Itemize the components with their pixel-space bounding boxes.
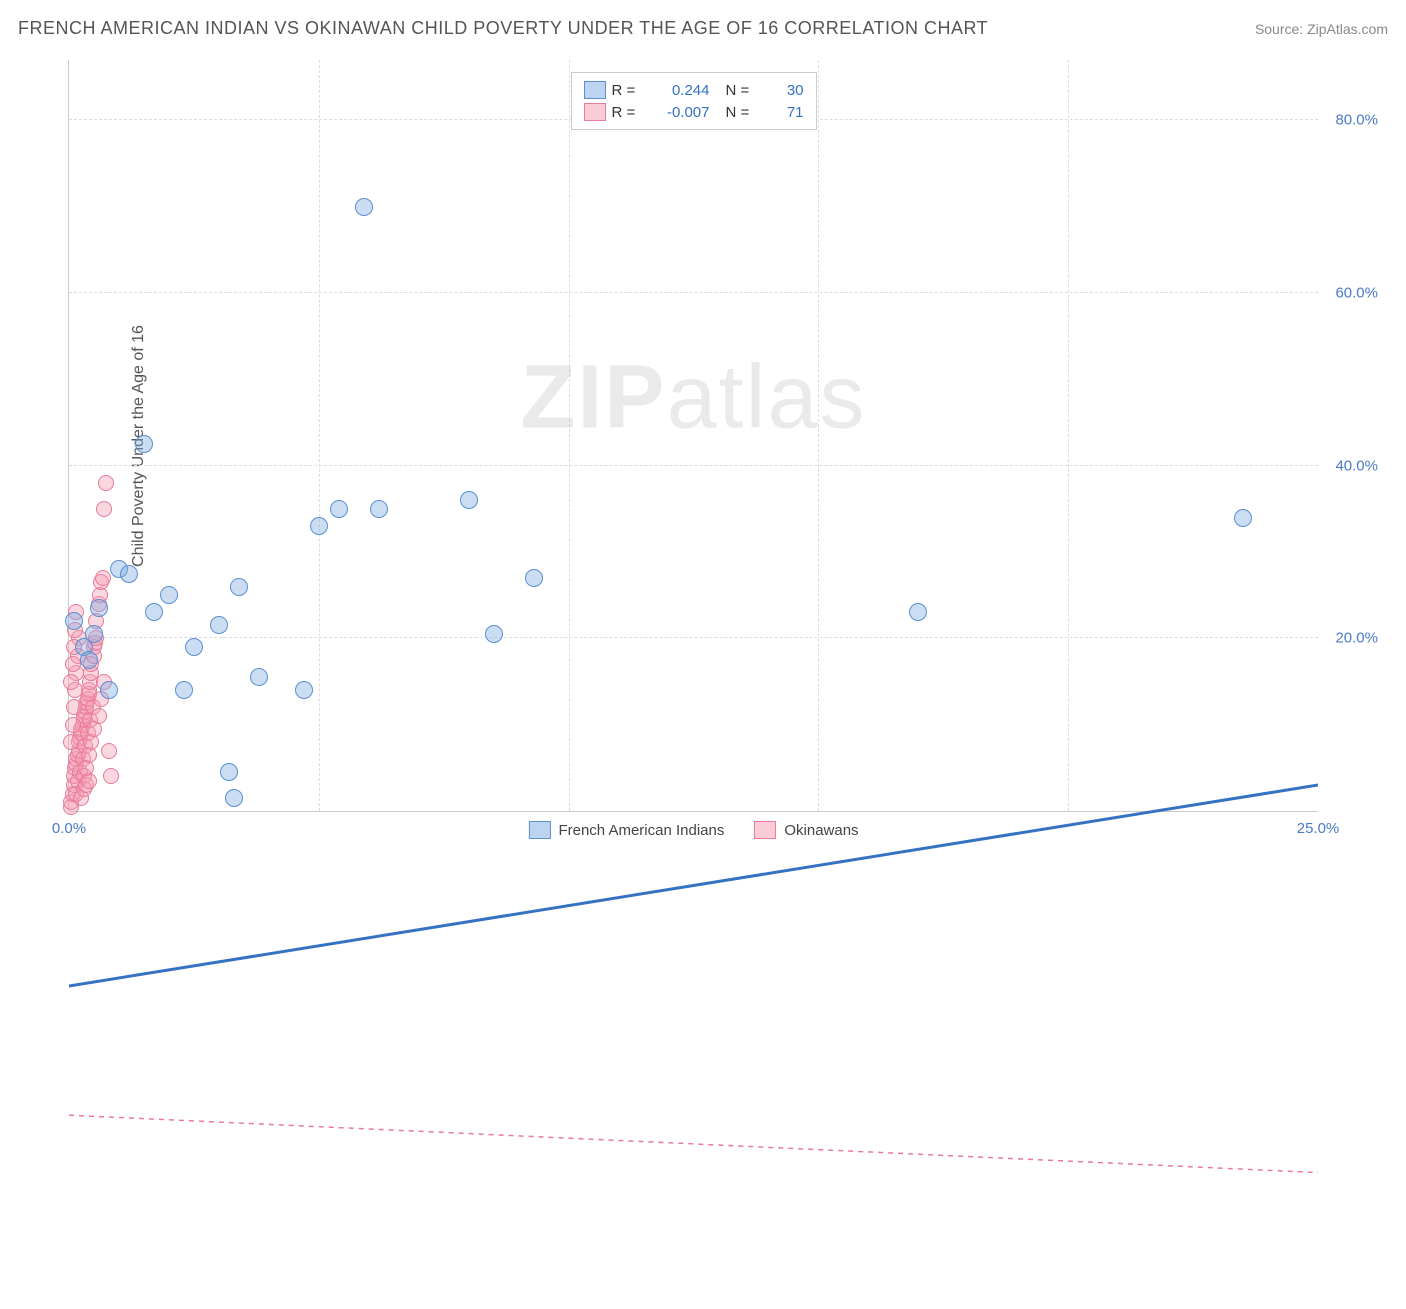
data-point-pink	[66, 699, 82, 715]
data-point-pink	[103, 768, 119, 784]
gridline-h	[69, 292, 1318, 293]
plot-area: ZIPatlas R =0.244N =30R =-0.007N =71 Fre…	[68, 60, 1318, 812]
n-label: N =	[726, 104, 758, 121]
data-point-pink	[65, 656, 81, 672]
chart-title: FRENCH AMERICAN INDIAN VS OKINAWAN CHILD…	[18, 18, 988, 39]
x-tick-label: 25.0%	[1297, 820, 1340, 837]
chart-container: Child Poverty Under the Age of 16 ZIPatl…	[50, 50, 1388, 842]
data-point-pink	[91, 708, 107, 724]
data-point-pink	[63, 674, 79, 690]
gridline-v	[569, 60, 570, 811]
legend-stat-row: R = 0.244 N = 30	[584, 79, 804, 101]
n-value: 30	[764, 82, 804, 99]
gridline-v	[319, 60, 320, 811]
data-point-blue	[295, 681, 313, 699]
data-point-blue	[160, 586, 178, 604]
data-point-pink	[98, 475, 114, 491]
y-tick-label: 40.0%	[1335, 457, 1378, 474]
legend-item: French American Indians	[528, 821, 724, 839]
data-point-blue	[220, 763, 238, 781]
data-point-blue	[225, 789, 243, 807]
legend-swatch	[754, 821, 776, 839]
legend-swatch	[528, 821, 550, 839]
legend-series: French American Indians Okinawans	[528, 821, 858, 839]
data-point-blue	[460, 491, 478, 509]
data-point-pink	[101, 743, 117, 759]
data-point-blue	[230, 578, 248, 596]
data-point-blue	[210, 616, 228, 634]
data-point-pink	[81, 773, 97, 789]
r-label: R =	[612, 104, 644, 121]
data-point-blue	[525, 569, 543, 587]
gridline-h	[69, 465, 1318, 466]
data-point-blue	[100, 681, 118, 699]
legend-label: Okinawans	[784, 822, 858, 839]
legend-stat-row: R = -0.007 N = 71	[584, 101, 804, 123]
data-point-blue	[175, 681, 193, 699]
data-point-blue	[1234, 509, 1252, 527]
data-point-blue	[330, 500, 348, 518]
gridline-h	[69, 637, 1318, 638]
data-point-blue	[65, 612, 83, 630]
n-value: 71	[764, 104, 804, 121]
y-tick-label: 80.0%	[1335, 112, 1378, 129]
r-label: R =	[612, 82, 644, 99]
gridline-v	[818, 60, 819, 811]
data-point-blue	[355, 198, 373, 216]
legend-correlation-box: R = 0.244 N = 30 R = -0.007 N = 71	[571, 72, 817, 130]
gridline-v	[1068, 60, 1069, 811]
data-point-blue	[80, 651, 98, 669]
data-point-pink	[65, 717, 81, 733]
legend-label: French American Indians	[558, 822, 724, 839]
data-point-blue	[485, 625, 503, 643]
data-point-blue	[310, 517, 328, 535]
data-point-blue	[120, 565, 138, 583]
data-point-pink	[95, 570, 111, 586]
source-label: Source: ZipAtlas.com	[1255, 21, 1388, 37]
legend-item: Okinawans	[754, 821, 858, 839]
data-point-blue	[370, 500, 388, 518]
n-label: N =	[726, 82, 758, 99]
legend-swatch	[584, 81, 606, 99]
data-point-blue	[90, 599, 108, 617]
y-tick-label: 20.0%	[1335, 630, 1378, 647]
data-point-pink	[63, 734, 79, 750]
data-point-blue	[85, 625, 103, 643]
data-point-pink	[96, 501, 112, 517]
legend-swatch	[584, 103, 606, 121]
r-value: 0.244	[650, 82, 710, 99]
data-point-blue	[909, 603, 927, 621]
data-point-blue	[135, 435, 153, 453]
y-tick-label: 60.0%	[1335, 285, 1378, 302]
r-value: -0.007	[650, 104, 710, 121]
data-point-blue	[145, 603, 163, 621]
x-tick-label: 0.0%	[52, 820, 86, 837]
watermark: ZIPatlas	[520, 346, 866, 449]
data-point-blue	[250, 668, 268, 686]
data-point-blue	[185, 638, 203, 656]
